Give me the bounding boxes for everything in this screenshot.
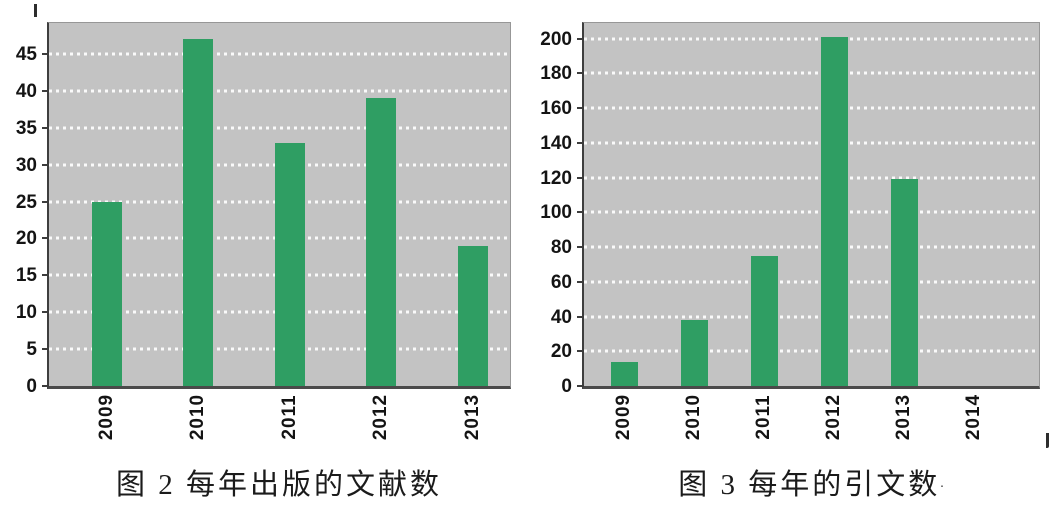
y-axis-tick-160: [577, 107, 584, 110]
y-axis-tick-120: [577, 176, 584, 179]
y-axis-label-60: 60: [550, 271, 572, 293]
bar-2010: [183, 39, 214, 386]
y-axis-tick-5: [42, 348, 49, 351]
y-axis-label-120: 120: [540, 167, 572, 189]
caption-text: 图 2 每年出版的文献数: [115, 469, 442, 501]
y-axis-label-20: 20: [15, 228, 37, 250]
gridline-160: [584, 106, 1039, 110]
x-axis-label-2009: 2009: [613, 393, 634, 441]
y-axis-label-140: 140: [540, 132, 572, 154]
x-axis-label-2011: 2011: [753, 394, 774, 440]
y-axis-tick-35: [42, 126, 49, 129]
y-axis-tick-200: [577, 37, 584, 40]
y-axis-tick-180: [577, 72, 584, 75]
y-axis-label-35: 35: [15, 117, 37, 139]
y-axis-tick-40: [577, 315, 584, 318]
plot-area-publications: 0 5 10 15 20 25 30 35 40 45 2009 2010 2011 2012 2013: [16, 22, 511, 440]
y-axis-tick-0: [42, 385, 49, 387]
y-axis-tick-40: [42, 89, 49, 92]
y-axis-label-80: 80: [550, 236, 572, 258]
chart-caption-figure3: 图 3 每年的引文数.: [582, 461, 1040, 503]
y-axis-label-10: 10: [15, 302, 37, 324]
y-axis-label-200: 200: [540, 28, 572, 50]
x-axis-label-2009: 2009: [95, 393, 117, 441]
stray-mark-top-left: [34, 4, 37, 17]
gridline-140: [584, 141, 1039, 145]
y-axis-tick-100: [577, 211, 584, 214]
x-axis-label-2013: 2013: [461, 393, 483, 441]
y-axis-label-0: 0: [26, 375, 37, 397]
bar-2009: [91, 201, 122, 386]
gridline-35: [49, 126, 510, 130]
y-axis-label-0: 0: [561, 375, 572, 397]
y-axis-tick-30: [42, 163, 49, 166]
y-axis-label-5: 5: [26, 339, 37, 361]
x-axis-label-2011: 2011: [278, 394, 300, 440]
x-axis-label-2012: 2012: [370, 393, 392, 441]
bar-2011: [274, 142, 305, 386]
bar-2011: [750, 255, 778, 386]
bar-2013: [890, 179, 918, 386]
bar-2010: [680, 320, 708, 386]
caption-stray-dot: .: [940, 476, 944, 491]
gridline-100: [584, 210, 1039, 214]
x-axis-label-2014: 2014: [963, 393, 984, 441]
x-axis-label-2010: 2010: [683, 393, 704, 441]
y-axis-tick-10: [42, 311, 49, 314]
y-axis-tick-15: [42, 274, 49, 277]
gridline-200: [584, 37, 1039, 41]
y-axis-label-25: 25: [15, 191, 37, 213]
y-axis-tick-140: [577, 141, 584, 144]
plot-area-citations: 0 20 40 60 80 100 120 140 160 180 200 2009 2010 2011 2…: [540, 22, 1040, 440]
x-axis-label-2010: 2010: [187, 393, 209, 441]
y-axis-tick-25: [42, 200, 49, 203]
y-axis-tick-20: [42, 237, 49, 240]
y-axis-label-40: 40: [15, 80, 37, 102]
y-axis-label-45: 45: [15, 43, 37, 65]
gridline-40: [584, 315, 1039, 319]
y-axis-label-20: 20: [550, 341, 572, 363]
gridline-180: [584, 71, 1039, 75]
y-axis-tick-80: [577, 246, 584, 249]
gridline-60: [584, 280, 1039, 284]
y-axis-label-180: 180: [540, 63, 572, 85]
bar-2012: [366, 98, 397, 386]
bar-2013: [457, 245, 488, 386]
x-axis-label-2013: 2013: [893, 393, 914, 441]
y-axis-tick-45: [42, 53, 49, 55]
bar-2009: [610, 361, 638, 386]
chart-caption-figure2: 图 2 每年出版的文献数: [47, 461, 511, 503]
y-axis-tick-20: [577, 350, 584, 353]
y-axis-label-40: 40: [550, 306, 572, 328]
y-axis-label-100: 100: [540, 202, 572, 224]
gridline-45: [49, 52, 510, 56]
gridline-40: [49, 89, 510, 93]
y-axis-label-30: 30: [15, 154, 37, 176]
y-axis-label-160: 160: [540, 97, 572, 119]
gridline-80: [584, 245, 1039, 249]
x-axis-label-2012: 2012: [823, 393, 844, 441]
stray-mark-right-edge: [1046, 433, 1049, 448]
y-axis-tick-0: [577, 385, 584, 387]
gridline-20: [584, 349, 1039, 353]
y-axis-label-15: 15: [15, 265, 37, 287]
bar-2012: [820, 36, 848, 386]
caption-text: 图 3 每年的引文数: [678, 469, 941, 501]
gridline-120: [584, 176, 1039, 180]
y-axis-tick-60: [577, 280, 584, 283]
